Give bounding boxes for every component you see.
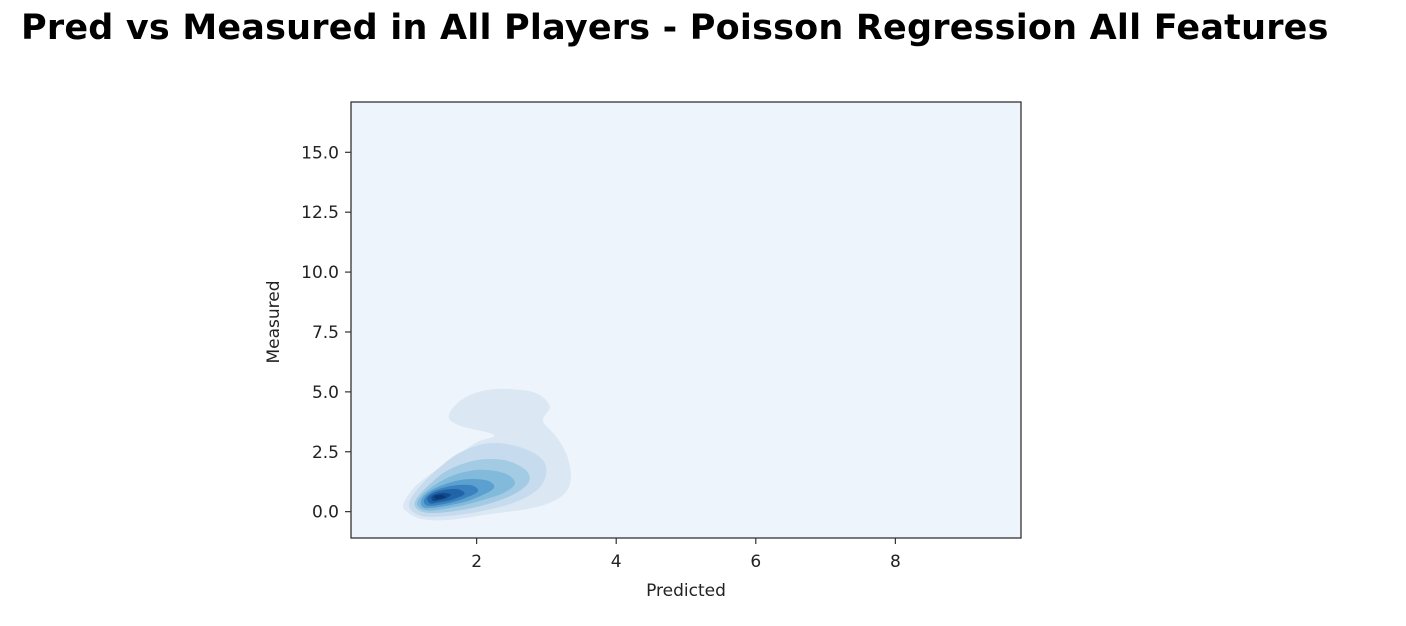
y-tick-label: 10.0	[301, 263, 339, 283]
density-contours	[402, 388, 572, 521]
x-tick-label: 2	[471, 552, 482, 572]
y-axis-label: Measured	[264, 280, 284, 363]
y-tick-label: 2.5	[312, 443, 339, 463]
y-tick-label: 15.0	[301, 143, 339, 163]
x-tick-label: 4	[611, 552, 622, 572]
y-tick-label: 0.0	[312, 503, 339, 523]
y-axis: 0.0 2.5 5.0 7.5 10.0 12.5 15.0	[301, 143, 351, 523]
x-tick-label: 8	[890, 552, 901, 572]
plot-frame	[350, 101, 1022, 539]
y-tick-label: 5.0	[312, 383, 339, 403]
density-level-9	[434, 494, 446, 500]
x-tick-label: 6	[750, 552, 761, 572]
y-tick-label: 7.5	[312, 323, 339, 343]
y-tick-label: 12.5	[301, 203, 339, 223]
x-axis-label: Predicted	[646, 581, 726, 601]
x-axis: 2 4 6 8	[471, 538, 901, 572]
chart-title: Pred vs Measured in All Players - Poisso…	[21, 8, 1329, 48]
